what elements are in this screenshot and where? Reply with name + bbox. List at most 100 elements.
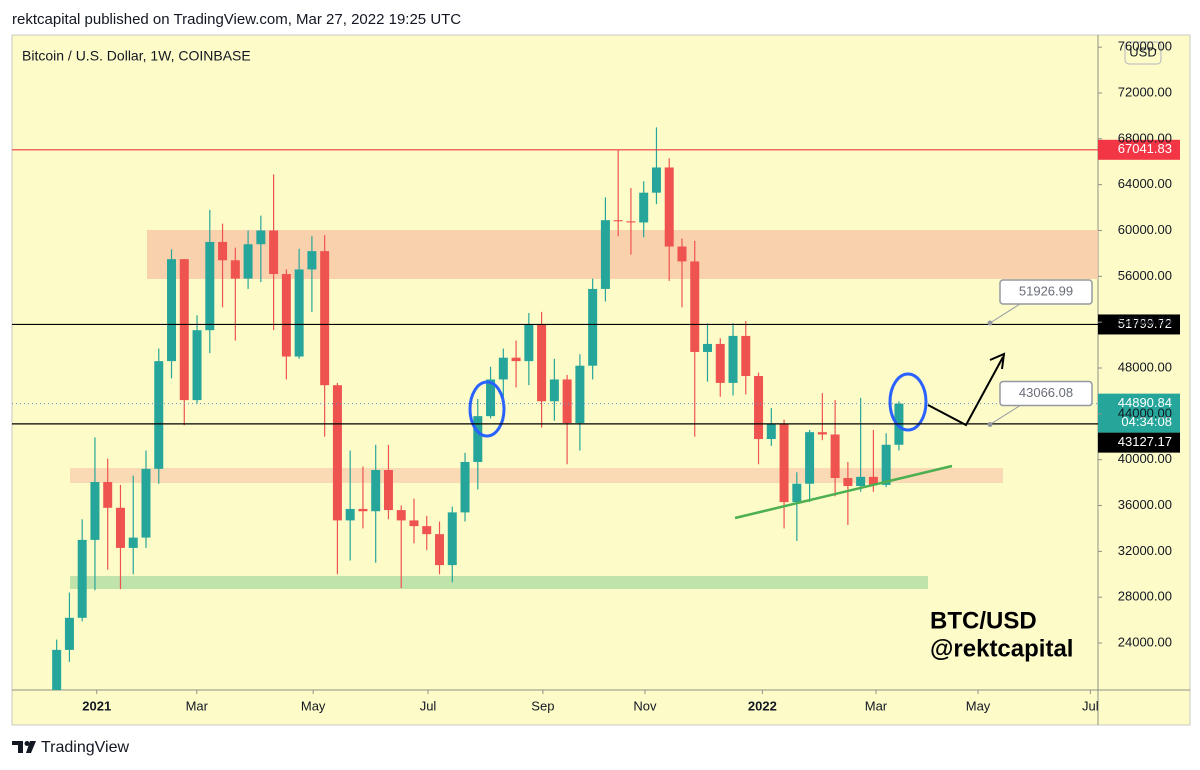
currency-label: USD [1129,44,1156,59]
candle-body [843,478,853,487]
y-tick-label: 68000.00 [1118,130,1172,145]
y-tick-label: 36000.00 [1118,497,1172,512]
base-zone [70,576,928,589]
candle-body [754,376,764,440]
trend-line [734,464,953,520]
callout-label: 43066.08 [1019,385,1073,400]
candle-body [447,512,457,566]
callout-point [987,320,993,326]
candle-body [128,537,138,548]
candle-body [154,361,164,469]
candle-body [422,526,432,535]
y-tick-label: 48000.00 [1118,359,1172,374]
callout-leader [989,303,1021,324]
candle-body [805,432,815,484]
callout-point [987,422,993,428]
x-tick-label: Nov [633,698,657,713]
candle-body [575,365,585,424]
level-tag [1098,432,1180,453]
candle-body [830,434,840,479]
candle-body [371,469,381,512]
candle-body [792,483,802,503]
level-label: 51799.72 [1118,316,1172,331]
resistance-zone [147,230,1098,279]
candle-body [562,379,572,424]
candle-body [141,468,151,538]
candle-body [332,385,342,521]
candle-body [52,649,62,690]
candle-body [486,379,496,417]
candle-body [77,539,87,618]
y-tick-label: 44000.00 [1118,405,1172,420]
candle-body [779,424,789,503]
x-tick-label: Jul [420,698,437,713]
candle-body [345,508,355,521]
level-label: 67041.83 [1118,141,1172,156]
y-tick-label: 40000.00 [1118,451,1172,466]
candle-body [728,335,738,383]
candle-body [230,260,240,279]
candle-body [281,274,291,357]
y-tick-label: 28000.00 [1118,589,1172,604]
candle-body [64,617,74,650]
candle-body [817,432,827,435]
candle-body [115,507,125,548]
candle-body [868,476,878,485]
candles [52,127,904,690]
candle-body [715,343,725,383]
countdown-label: 04:34:08 [1121,414,1172,429]
candle-body [294,269,304,357]
candle-body [218,241,228,261]
x-tick-label: Jul [1082,698,1099,713]
candle-body [269,230,279,275]
candle-body [383,469,393,511]
candle-body [690,261,700,352]
candle-body [651,167,661,193]
highlight-circle [888,372,928,432]
candle-body [741,335,751,377]
candle-body [549,379,559,402]
watermark-line: BTC/USD [930,607,1037,634]
x-tick-label: May [966,698,991,713]
candle-body [702,343,712,352]
x-tick-label: 2021 [82,698,111,713]
candle-body [600,220,610,289]
x-tick-label: Mar [865,698,888,713]
candle-body [856,476,866,487]
symbol-title: Bitcoin / U.S. Dollar, 1W, COINBASE [22,48,251,64]
candle-body [256,230,266,245]
callout-box [999,380,1093,407]
candle-body [396,510,406,521]
candle-body [460,461,470,513]
candle-body [179,259,189,401]
publish-header: rektcapital published on TradingView.com… [12,11,461,28]
level-tag [1098,314,1180,335]
candle-body [626,221,636,223]
candle-body [677,246,687,262]
candle-body [205,241,215,331]
candle-body [588,288,598,366]
candle-body [435,534,445,566]
candle-body [192,330,202,401]
candle-body [537,324,547,402]
x-tick-label: Sep [531,698,554,713]
last-price-tag [1098,393,1180,433]
candle-body [307,251,317,270]
callout-box [999,279,1093,305]
level-label: 43127.17 [1118,434,1172,449]
currency-badge [1124,41,1162,65]
candle-body [524,324,534,362]
candle-body [881,444,891,485]
footer-brand: TradingView [41,739,129,756]
candle-body [473,416,483,462]
watermark-line: @rektcapital [930,635,1073,662]
x-tick-label: 2022 [748,698,777,713]
overlay: 44890.84 04:34:08 67041.83 51799.72 43127.17… [12,139,1180,453]
y-tick-label: 32000.00 [1118,543,1172,558]
candle-body [613,220,623,222]
candle-body [90,482,100,540]
candle-body [498,357,508,380]
candle-body [664,167,674,247]
